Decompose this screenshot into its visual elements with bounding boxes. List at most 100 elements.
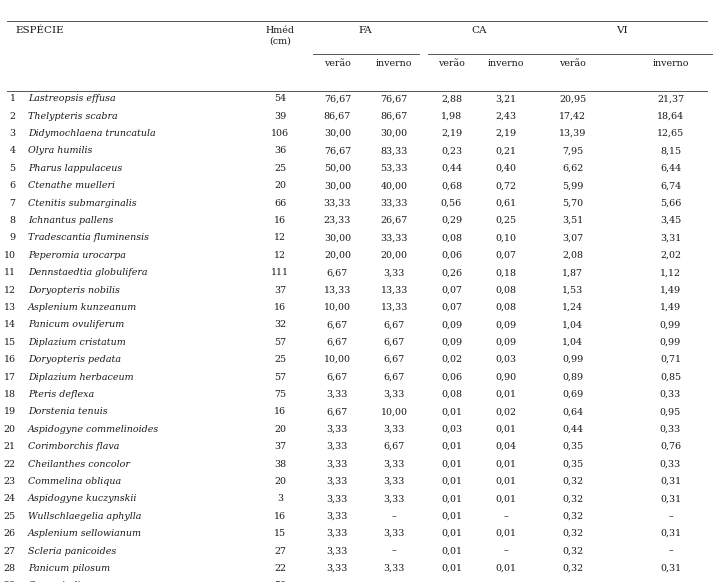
Text: 0,40: 0,40 — [496, 164, 516, 173]
Text: 26: 26 — [4, 529, 16, 538]
Text: Corimborchis flava: Corimborchis flava — [28, 442, 119, 451]
Text: 0,90: 0,90 — [496, 372, 517, 382]
Text: 23: 23 — [4, 477, 16, 486]
Text: 0,44: 0,44 — [441, 164, 462, 173]
Text: 0,33: 0,33 — [660, 425, 681, 434]
Text: 0,31: 0,31 — [660, 581, 681, 582]
Text: 3,33: 3,33 — [327, 494, 348, 503]
Text: 26,67: 26,67 — [381, 216, 408, 225]
Text: 0,10: 0,10 — [496, 233, 516, 242]
Text: Didymochlaena truncatula: Didymochlaena truncatula — [28, 129, 156, 138]
Text: 3,33: 3,33 — [327, 546, 348, 556]
Text: 3,33: 3,33 — [327, 529, 348, 538]
Text: 76,67: 76,67 — [323, 94, 351, 103]
Text: 0,01: 0,01 — [441, 564, 462, 573]
Text: –: – — [668, 546, 673, 556]
Text: 3,33: 3,33 — [383, 268, 405, 277]
Text: 0,68: 0,68 — [441, 181, 462, 190]
Text: 0,06: 0,06 — [441, 372, 462, 382]
Text: 76,67: 76,67 — [381, 94, 408, 103]
Text: 21: 21 — [4, 442, 16, 451]
Text: 0,01: 0,01 — [441, 494, 462, 503]
Text: Lastreopsis effusa: Lastreopsis effusa — [28, 94, 116, 103]
Text: 2,43: 2,43 — [496, 112, 517, 120]
Text: 20: 20 — [274, 181, 286, 190]
Text: 6,67: 6,67 — [383, 372, 405, 382]
Text: 6,44: 6,44 — [660, 164, 681, 173]
Text: 83,33: 83,33 — [381, 147, 408, 155]
Text: 38: 38 — [274, 460, 286, 469]
Text: Diplazium cristatum: Diplazium cristatum — [28, 338, 126, 347]
Text: Aspidogyne commelinoides: Aspidogyne commelinoides — [28, 425, 159, 434]
Text: 5,99: 5,99 — [562, 181, 583, 190]
Text: 3: 3 — [9, 129, 16, 138]
Text: 3,33: 3,33 — [383, 529, 405, 538]
Text: 13: 13 — [4, 303, 16, 312]
Text: 33,33: 33,33 — [381, 198, 408, 208]
Text: 20: 20 — [274, 477, 286, 486]
Text: 39: 39 — [274, 112, 286, 120]
Text: 20: 20 — [4, 425, 16, 434]
Text: 0,29: 0,29 — [441, 216, 462, 225]
Text: 0,02: 0,02 — [496, 407, 516, 416]
Text: 86,67: 86,67 — [323, 112, 351, 120]
Text: 111: 111 — [271, 268, 289, 277]
Text: 13,33: 13,33 — [323, 286, 351, 294]
Text: 20,95: 20,95 — [559, 94, 586, 103]
Text: 0,99: 0,99 — [562, 355, 583, 364]
Text: 0,07: 0,07 — [496, 251, 516, 260]
Text: 0,07: 0,07 — [441, 286, 462, 294]
Text: 37: 37 — [274, 442, 286, 451]
Text: 15: 15 — [274, 529, 286, 538]
Text: 20,00: 20,00 — [381, 251, 408, 260]
Text: 3,33: 3,33 — [327, 425, 348, 434]
Text: 1,12: 1,12 — [660, 268, 681, 277]
Text: 36: 36 — [274, 147, 286, 155]
Text: 18: 18 — [4, 390, 16, 399]
Text: 50,00: 50,00 — [324, 164, 351, 173]
Text: 3,33: 3,33 — [383, 425, 405, 434]
Text: 0,18: 0,18 — [496, 268, 516, 277]
Text: 1,04: 1,04 — [562, 338, 583, 347]
Text: 13,33: 13,33 — [381, 286, 408, 294]
Text: 3,33: 3,33 — [327, 512, 348, 521]
Text: –: – — [503, 512, 508, 521]
Text: verão: verão — [324, 59, 351, 68]
Text: 7,95: 7,95 — [562, 147, 583, 155]
Text: 22: 22 — [274, 564, 286, 573]
Text: 12,65: 12,65 — [657, 129, 684, 138]
Text: 1,04: 1,04 — [562, 320, 583, 329]
Text: 27: 27 — [4, 546, 16, 556]
Text: Ctenathe muelleri: Ctenathe muelleri — [28, 181, 115, 190]
Text: 21,37: 21,37 — [657, 94, 684, 103]
Text: 0,03: 0,03 — [441, 425, 462, 434]
Text: 1,98: 1,98 — [441, 112, 462, 120]
Text: 0,01: 0,01 — [496, 529, 516, 538]
Text: 29: 29 — [4, 581, 16, 582]
Text: Peperomia urocarpa: Peperomia urocarpa — [28, 251, 126, 260]
Text: –: – — [392, 546, 396, 556]
Text: 0,32: 0,32 — [562, 494, 583, 503]
Text: 0,01: 0,01 — [496, 425, 516, 434]
Text: 0,32: 0,32 — [562, 477, 583, 486]
Text: 32: 32 — [274, 320, 286, 329]
Text: 106: 106 — [271, 129, 289, 138]
Text: 57: 57 — [274, 338, 286, 347]
Text: Scleria panicoides: Scleria panicoides — [28, 546, 116, 556]
Text: 0,08: 0,08 — [496, 286, 516, 294]
Text: 16: 16 — [274, 303, 286, 312]
Text: 0,01: 0,01 — [441, 512, 462, 521]
Text: 75: 75 — [274, 390, 286, 399]
Text: verão: verão — [559, 59, 586, 68]
Text: 6,67: 6,67 — [327, 407, 348, 416]
Text: 3,07: 3,07 — [562, 233, 583, 242]
Text: 0,09: 0,09 — [441, 320, 462, 329]
Text: ESPÉCIE: ESPÉCIE — [16, 26, 64, 35]
Text: 28: 28 — [4, 564, 16, 573]
Text: 0,32: 0,32 — [562, 546, 583, 556]
Text: 3,51: 3,51 — [562, 216, 583, 225]
Text: 0,31: 0,31 — [660, 477, 681, 486]
Text: CA: CA — [471, 26, 486, 35]
Text: Wullschlaegelia aphylla: Wullschlaegelia aphylla — [28, 512, 141, 521]
Text: 0,61: 0,61 — [496, 198, 517, 208]
